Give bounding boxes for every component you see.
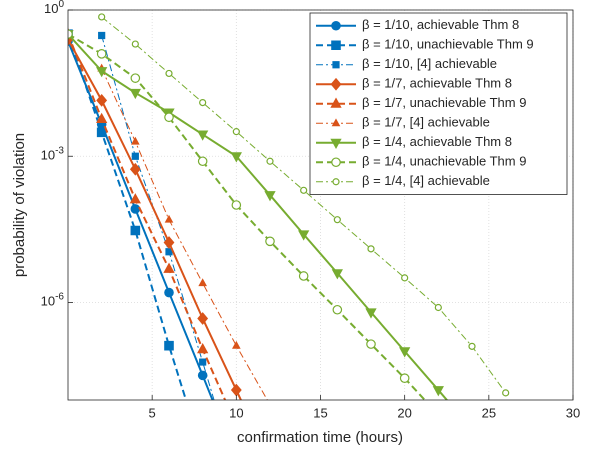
y-tick-label: 10-6 bbox=[41, 291, 65, 309]
marker bbox=[98, 13, 106, 21]
marker bbox=[96, 67, 108, 78]
legend-label: β = 1/7, [4] achievable bbox=[362, 115, 490, 130]
marker bbox=[164, 340, 174, 351]
legend-marker bbox=[330, 138, 342, 150]
legend-label: β = 1/7, achievable Thm 8 bbox=[362, 76, 512, 91]
legend-label: β = 1/4, [4] achievable bbox=[362, 173, 490, 188]
marker bbox=[130, 225, 141, 236]
marker bbox=[232, 128, 240, 136]
marker bbox=[399, 347, 411, 358]
marker bbox=[199, 99, 207, 107]
marker bbox=[198, 278, 207, 287]
x-axis-label: confirmation time (hours) bbox=[237, 429, 403, 446]
marker bbox=[96, 49, 107, 59]
marker bbox=[367, 245, 375, 253]
marker bbox=[434, 303, 442, 312]
marker bbox=[199, 358, 207, 366]
marker bbox=[129, 88, 141, 100]
x-tick-label: 25 bbox=[482, 405, 496, 420]
marker bbox=[165, 248, 173, 256]
marker bbox=[231, 200, 242, 210]
axes: 5 10 15 20 25 30 100 10-3 10-6 bbox=[41, 0, 581, 420]
marker bbox=[232, 420, 241, 428]
marker bbox=[163, 262, 175, 273]
marker bbox=[269, 399, 271, 400]
marker bbox=[131, 152, 139, 160]
marker bbox=[164, 214, 174, 223]
marker bbox=[332, 304, 343, 315]
marker bbox=[164, 287, 174, 298]
marker bbox=[432, 386, 444, 397]
legend-label: β = 1/4, achievable Thm 8 bbox=[362, 134, 512, 149]
marker bbox=[468, 342, 476, 350]
marker bbox=[230, 152, 242, 163]
legend: β = 1/10, achievable Thm 8 β = 1/10, unac… bbox=[309, 12, 568, 195]
marker bbox=[98, 31, 106, 40]
legend-label: β = 1/10, unachievable Thm 9 bbox=[362, 37, 534, 52]
marker bbox=[232, 340, 241, 349]
marker bbox=[129, 193, 141, 204]
marker bbox=[300, 186, 308, 194]
marker bbox=[130, 73, 141, 83]
legend-marker bbox=[332, 61, 340, 69]
legend-label: β = 1/7, unachievable Thm 9 bbox=[362, 95, 526, 110]
marker bbox=[129, 162, 141, 176]
legend-marker bbox=[331, 118, 341, 127]
plot-lines bbox=[68, 13, 510, 455]
marker bbox=[366, 339, 376, 349]
series-line bbox=[68, 40, 214, 400]
marker bbox=[197, 370, 208, 381]
marker bbox=[131, 40, 139, 48]
marker bbox=[164, 112, 174, 123]
marker bbox=[401, 274, 409, 282]
marker bbox=[131, 136, 140, 145]
marker bbox=[197, 342, 209, 354]
legend-marker bbox=[330, 97, 342, 108]
marker bbox=[165, 69, 173, 78]
legend-marker bbox=[330, 77, 342, 91]
marker bbox=[333, 216, 341, 224]
x-tick-label: 5 bbox=[149, 405, 156, 420]
legend-label: β = 1/4, unachievable Thm 9 bbox=[362, 154, 526, 169]
x-tick-label: 10 bbox=[229, 405, 243, 420]
legend-label: β = 1/10, [4] achievable bbox=[362, 56, 497, 71]
marker bbox=[298, 230, 310, 241]
series-line bbox=[68, 33, 227, 400]
marker bbox=[96, 127, 107, 138]
y-axis-label: probability of violation bbox=[11, 133, 28, 277]
legend-marker bbox=[331, 40, 341, 51]
series-line bbox=[68, 33, 427, 400]
marker bbox=[130, 204, 141, 214]
marker bbox=[197, 156, 208, 167]
marker bbox=[434, 410, 442, 418]
x-tick-label: 20 bbox=[397, 405, 411, 420]
marker bbox=[96, 112, 108, 123]
legend-marker bbox=[331, 20, 341, 31]
marker bbox=[365, 308, 377, 319]
legend-marker bbox=[332, 178, 340, 186]
marker bbox=[197, 130, 209, 141]
legend-label: β = 1/10, achievable Thm 8 bbox=[362, 17, 519, 32]
y-tick-label: 100 bbox=[44, 0, 64, 16]
marker bbox=[197, 312, 209, 325]
marker bbox=[266, 157, 274, 165]
marker bbox=[96, 93, 108, 107]
series-line bbox=[68, 33, 188, 400]
marker bbox=[298, 271, 309, 281]
marker bbox=[331, 269, 343, 280]
marker bbox=[163, 236, 175, 249]
y-tick-label: 10-3 bbox=[41, 145, 65, 163]
marker bbox=[68, 29, 73, 39]
marker bbox=[264, 191, 276, 202]
marker bbox=[399, 373, 410, 384]
legend-marker bbox=[331, 157, 341, 168]
series-line bbox=[101, 68, 268, 400]
marker bbox=[502, 389, 510, 397]
marker bbox=[265, 236, 275, 247]
x-tick-label: 30 bbox=[566, 405, 580, 420]
marker bbox=[467, 426, 476, 434]
marker bbox=[198, 449, 206, 455]
x-tick-label: 15 bbox=[313, 405, 327, 420]
